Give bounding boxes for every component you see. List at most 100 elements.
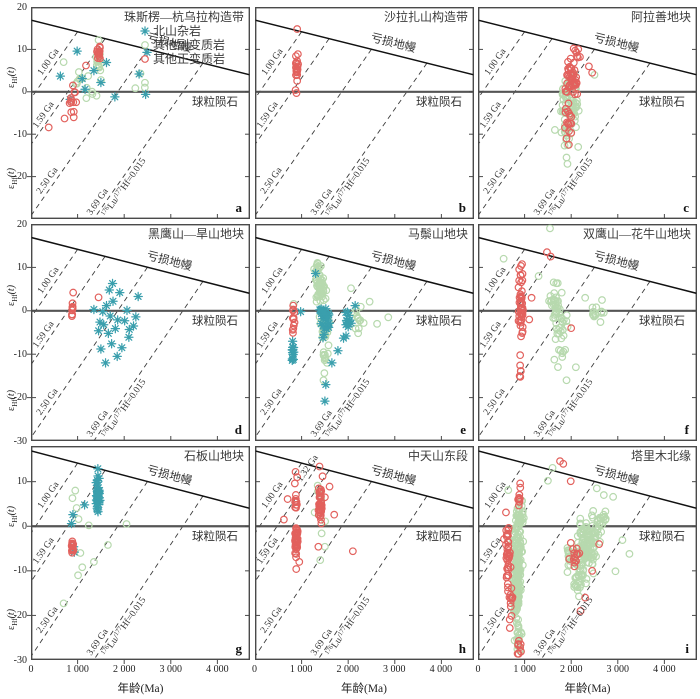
luhf-ratio-label: 176Lu/177Hf=0.015 (323, 377, 372, 440)
model-age-lines (255, 249, 427, 441)
panel-b: 亏损地幔 球粒陨石 1.00 Ga 1.59 Ga 2.50 Ga 3.69 Ga 176L… (254, 6, 474, 220)
y-axis-title: εHf(t) (6, 285, 19, 307)
axis-ticks (479, 48, 696, 218)
x-tick-label: 0 (475, 664, 481, 675)
series-ortho (291, 25, 302, 97)
depleted-mantle-label: 亏损地幔 (592, 463, 641, 488)
panel-title: 中天山东段 (407, 448, 467, 463)
x-tick-label: 3 000 (383, 664, 406, 675)
panel-frame (30, 6, 251, 220)
panel-frame (254, 445, 474, 661)
model-age-label: 2.50 Ga (259, 386, 285, 417)
series-para (499, 224, 608, 385)
chondrite-label: 球粒陨石 (639, 313, 685, 327)
panel-letter: c (683, 200, 689, 215)
chondrite-label: 球粒陨石 (639, 529, 685, 543)
series-bs (55, 46, 152, 105)
chondrite-label: 球粒陨石 (192, 313, 238, 327)
series-bs (287, 268, 360, 406)
x-tick-label: 3 000 (159, 664, 183, 675)
model-age-label: 1.00 Ga (483, 480, 509, 511)
x-tick-label: 2 000 (112, 664, 136, 675)
depleted-mantle-label: 亏损地幔 (145, 248, 194, 273)
series-ortho (288, 301, 298, 337)
axis-ticks (27, 481, 249, 664)
panel-letter: d (235, 422, 243, 437)
panel-h: 亏损地幔 球粒陨石 1.00 Ga 1.32 Ga 1.59 Ga 2.50 Ga 3.69… (254, 445, 474, 664)
model-age-label: 1.00 Ga (36, 265, 62, 296)
depleted-mantle-label: 亏损地幔 (369, 463, 418, 488)
luhf-ratio-label: 176Lu/177Hf=0.015 (547, 377, 596, 440)
panel-i: 亏损地幔 球粒陨石 1.00 Ga 1.59 Ga 2.50 Ga 3.69 Ga 176L… (477, 445, 698, 664)
x-tick-label: 4 000 (206, 664, 229, 675)
series-ortho (67, 537, 78, 557)
y-tick-label: 20 (17, 218, 27, 230)
series-para (289, 258, 392, 385)
x-tick-label: 1 000 (513, 664, 536, 675)
legend-label-bs: 北山杂岩 (153, 23, 201, 38)
depleted-mantle-label: 亏损地幔 (369, 30, 418, 55)
model-age-label: 2.50 Ga (35, 604, 61, 635)
y-tick-label: -10 (13, 348, 27, 360)
luhf-ratio-label: 176Lu/177Hf=0.015 (100, 156, 149, 219)
y-axis-title: εHf(t) (6, 168, 19, 190)
panel-frame (254, 223, 474, 442)
panel-title: 马鬃山地块 (407, 227, 467, 241)
luhf-ratio-label: 176Lu/177Hf=0.015 (100, 377, 149, 440)
model-age-label: 2.50 Ga (482, 604, 508, 635)
depleted-mantle-line (31, 19, 250, 76)
panel-c: 亏损地幔 球粒陨石 1.00 Ga 1.59 Ga 2.50 Ga 3.69 Ga 176L… (477, 6, 698, 220)
y-tick-label: -20 (13, 392, 27, 404)
chondrite-label: 球粒陨石 (416, 529, 462, 543)
axis-ticks (479, 266, 696, 440)
chondrite-label: 球粒陨石 (192, 529, 238, 543)
model-age-label: 2.50 Ga (35, 386, 61, 417)
panel-title: 阿拉善地块 (631, 9, 691, 24)
panel-d: 亏损地幔 球粒陨石 1.00 Ga 1.59 Ga 2.50 Ga 3.69 Ga 176L… (27, 223, 251, 442)
axis-ticks (479, 481, 696, 664)
legend-label-para: 其他副变质岩 (153, 37, 225, 52)
panel-a: 亏损地幔 球粒陨石 1.00 Ga 1.59 Ga 2.50 Ga 3.69 Ga 176L… (27, 6, 251, 220)
luhf-ratio-label: 176Lu/177Hf=0.015 (547, 595, 596, 658)
series-ortho (514, 248, 576, 381)
y-axis-title: εHf(t) (6, 506, 19, 528)
panel-frame (477, 6, 698, 220)
series-bs (66, 464, 105, 557)
y-tick-label: 10 (17, 476, 27, 488)
panel-letter: a (236, 200, 243, 215)
model-age-label: 1.00 Ga (36, 480, 62, 511)
panel-letter: i (685, 641, 689, 656)
axis-ticks (27, 48, 249, 218)
chondrite-label: 球粒陨石 (192, 94, 238, 108)
luhf-ratio-label: 176Lu/177Hf=0.015 (100, 595, 149, 658)
x-axis-title: 年龄(Ma) (341, 683, 387, 695)
luhf-ratio-label: 176Lu/177Hf=0.015 (323, 595, 372, 658)
y-tick-label: -10 (13, 565, 27, 577)
panel-title: 沙拉扎山构造带 (383, 9, 467, 24)
depleted-mantle-line (478, 236, 697, 295)
panel-title: 黑鹰山—旱山地块 (148, 226, 244, 241)
y-tick-label: 10 (17, 43, 27, 55)
x-tick-label: 2 000 (559, 664, 583, 675)
panel-frame (254, 6, 474, 220)
depleted-mantle-label: 亏损地幔 (145, 463, 194, 488)
x-tick-label: 4 000 (429, 664, 453, 675)
y-axis-title: εHf(t) (6, 389, 19, 411)
series-ortho (68, 288, 103, 321)
y-tick-label: 0 (22, 86, 27, 98)
model-age-lines (478, 462, 651, 660)
luhf-ratio-label: 176Lu/177Hf=0.015 (323, 156, 372, 219)
panel-letter: f (685, 422, 690, 437)
panel-frame (477, 223, 698, 442)
y-axis-title: εHf(t) (6, 66, 19, 88)
depleted-mantle-line (255, 236, 473, 295)
y-tick-label: 10 (17, 261, 27, 273)
panel-frame (477, 445, 698, 661)
y-tick-label: 0 (22, 305, 27, 317)
y-axis-title: εHf(t) (6, 608, 19, 631)
